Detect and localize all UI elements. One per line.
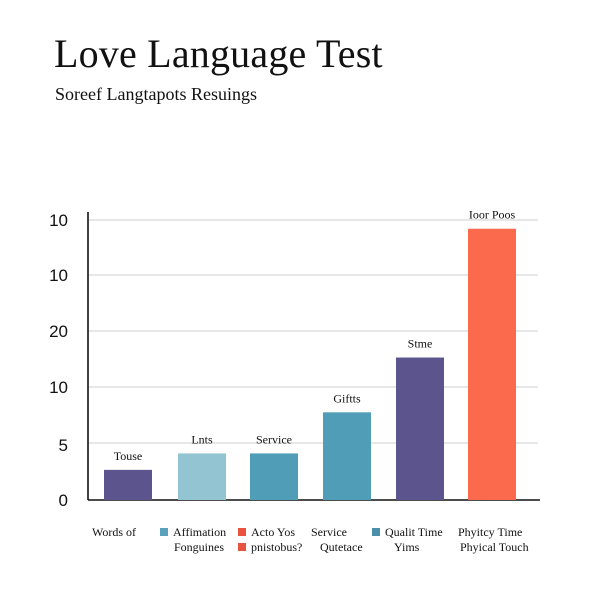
legend-label-row2: Fonguines [174,540,225,554]
bar-6 [468,228,516,501]
bar-label: Lnts [191,432,213,446]
bar-label: Service [256,432,292,446]
legend-label-row1: Affimation [173,525,227,539]
bar-2 [178,453,226,500]
y-tick-label: 5 [59,436,68,455]
legend-label-row1: Service [311,525,347,539]
legend-swatch [372,528,380,536]
legend-label-row1: Phyitcy Time [458,525,523,539]
legend-label-row1: Qualit Time [385,525,443,539]
legend-swatch [238,543,246,551]
legend-swatch [160,528,168,536]
legend-label-row1: Acto Yos [251,525,296,539]
bar-label: Giftts [333,391,361,405]
bar-4 [323,412,371,500]
legend-swatch [238,528,246,536]
legend-label-row2: Qutetace [320,540,363,554]
bar-label: Touse [114,449,143,463]
y-tick-label: 10 [49,211,68,230]
bar-label: Stme [408,337,433,351]
legend-label-row1: Words of [92,525,137,539]
bar-1 [104,469,152,500]
legend-label-row2: pnistobus? [251,540,303,554]
chart-title: Love Language Test [54,31,383,76]
y-tick-label: 10 [49,266,68,285]
bar-3 [250,453,298,500]
bar-5 [396,357,444,500]
legend-label-row2: Phyical Touch [460,540,529,554]
chart-subtitle: Soreef Langtapots Resuings [55,84,257,104]
bar-label: Ioor Poos [469,208,516,222]
y-tick-label: 20 [49,322,68,341]
legend-label-row2: Yims [394,540,420,554]
y-tick-label: 0 [59,491,68,510]
y-tick-label: 10 [49,378,68,397]
